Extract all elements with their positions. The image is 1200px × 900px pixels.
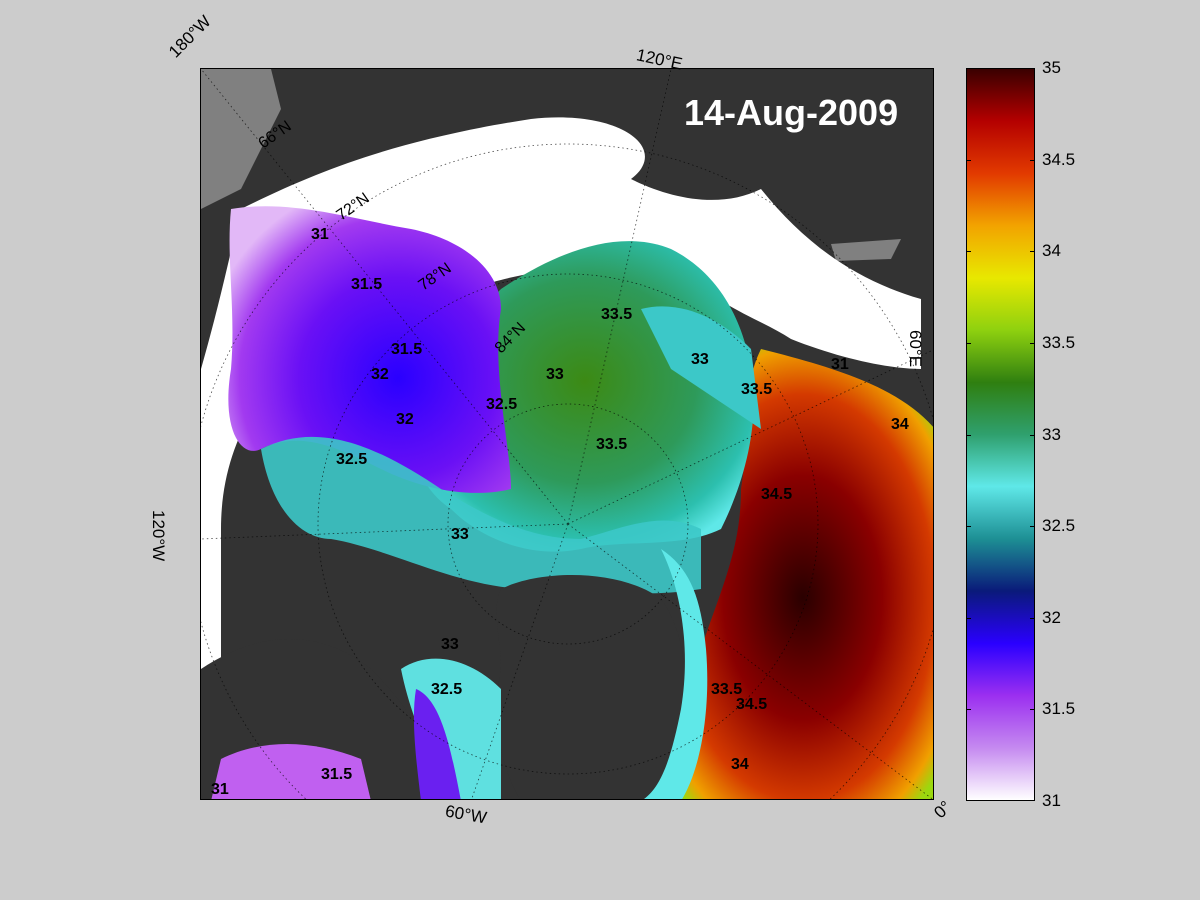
colorbar-tick-mark [1030,434,1035,436]
label-120w: 120°W [149,510,168,562]
contour-label: 33 [451,526,469,543]
arctic-salinity-map: 66°N 72°N 78°N 84°N 31 31.5 31.5 32 32 3… [200,68,934,800]
colorbar-tick-label: 35 [1042,58,1061,77]
contour-label: 34 [731,756,749,773]
contour-label: 31.5 [391,341,422,358]
colorbar-tick-mark [1030,342,1035,344]
colorbar-tick-mark [1030,709,1035,711]
label-60e: 60°E [906,330,925,368]
date-title: 14-Aug-2009 [684,92,899,133]
nodata-region [201,69,281,209]
contour-label: 33 [441,636,459,653]
colorbar-tick-mark [1030,526,1035,528]
colorbar-tick-mark [966,526,971,528]
baffin-bay-low [413,689,461,799]
colorbar-tick-mark [1030,68,1035,69]
contour-label: 31 [831,356,849,373]
contour-label: 34.5 [761,486,792,503]
colorbar-tick-mark [966,709,971,711]
contour-label: 32 [371,366,389,383]
label-0: 0° [930,797,956,823]
nodata-region [831,239,901,261]
colorbar-tick-label: 32 [1042,607,1061,627]
colorbar-tick-label: 34 [1042,241,1061,261]
colorbar-tick-label: 31.5 [1042,699,1076,719]
label-180w: 180°W [165,11,215,62]
contour-label: 31.5 [321,766,352,783]
colorbar-tick-mark [966,800,971,801]
colorbar-tick-mark [966,68,971,69]
colorbar-tick-label: 33.5 [1042,332,1076,352]
contour-label: 33.5 [711,681,742,698]
colorbar-tick-label: 34.5 [1042,149,1076,169]
shelf-water [261,436,701,594]
colorbar-tick-mark [966,434,971,436]
contour-label: 33.5 [601,306,632,323]
baffin-water [211,744,371,799]
contour-label: 32.5 [336,451,367,468]
east-greenland-current [643,549,708,799]
colorbar-tick-mark [966,617,971,619]
colorbar-tick-mark [1030,251,1035,253]
contour-label: 33 [546,366,564,383]
colorbar-tick-mark [1030,617,1035,619]
colorbar [966,68,1035,801]
colorbar-tick-label: 33 [1042,424,1061,444]
colorbar-tick-mark [966,342,971,344]
contour-label: 31 [211,781,229,798]
contour-label-group: 31 31.5 31.5 32 32 32.5 32.5 33 33.5 33.… [211,226,909,798]
greenland [496,575,685,799]
contour-label: 31 [311,226,329,243]
contour-label: 31.5 [351,276,382,293]
contour-label: 33.5 [741,381,772,398]
contour-label: 33 [691,351,709,368]
label-60w: 60°W [443,801,489,828]
colorbar-tick-mark [1030,800,1035,801]
colorbar-tick-label: 32.5 [1042,516,1076,536]
colorbar-tick-mark [966,159,971,161]
map-canvas: 66°N 72°N 78°N 84°N 31 31.5 31.5 32 32 3… [201,69,933,799]
baffin-bay [401,658,501,799]
colorbar-tick-mark [966,251,971,253]
contour-label: 33.5 [596,436,627,453]
contour-label: 32.5 [431,681,462,698]
atlantic-high-salinity [643,349,933,799]
graticule [201,69,933,799]
contour-label: 32 [396,411,414,428]
contour-label: 34 [891,416,909,433]
contour-label: 34.5 [736,696,767,713]
colorbar-tick-mark [1030,159,1035,161]
contour-label: 32.5 [486,396,517,413]
siberian-shelf [641,306,761,429]
colorbar-tick-label: 31 [1042,791,1061,810]
beaufort-low-salinity [228,206,511,493]
